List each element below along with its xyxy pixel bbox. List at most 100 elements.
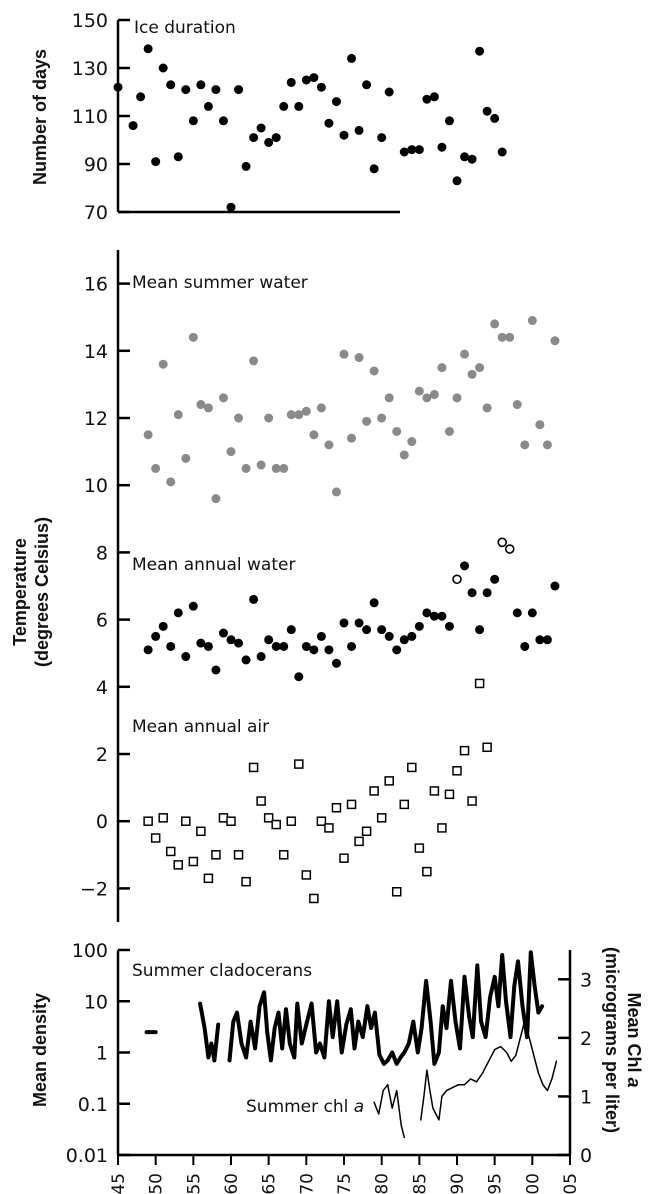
chl-series-label: Summer chl a — [246, 1097, 364, 1117]
ice-y-tick-label: 110 — [72, 106, 108, 128]
mean-annual-water-point — [362, 625, 372, 635]
mean-annual-water-point — [527, 608, 537, 618]
ice-y-tick-label: 130 — [72, 58, 108, 80]
mean-annual-air-point — [407, 762, 417, 773]
ice-duration-point — [437, 142, 447, 152]
temp-y-tick-label: 6 — [96, 610, 108, 632]
ice-duration-point — [211, 85, 221, 95]
ice-duration-point — [339, 130, 349, 140]
mean-annual-air-point — [399, 799, 410, 810]
mean-summer-water-point — [226, 447, 236, 457]
mean-annual-air-point — [226, 816, 236, 826]
mean-summer-water-point — [354, 353, 364, 363]
ice-duration-point — [362, 80, 372, 90]
ice-duration-point — [256, 123, 266, 133]
ice-duration-point — [407, 145, 417, 155]
mean-summer-water-point — [452, 393, 462, 403]
mean-annual-water-point — [324, 645, 334, 655]
mean-annual-air-point — [150, 833, 161, 843]
temp-y-tick-label: 4 — [96, 677, 108, 699]
mean-annual-water-point — [226, 635, 236, 645]
mean-annual-water-point — [203, 641, 213, 651]
mean-summer-water-point — [482, 403, 492, 413]
mean-annual-air-point — [286, 816, 297, 826]
mean-annual-air-point — [474, 678, 485, 689]
mean-annual-air-point — [331, 803, 342, 813]
mean-summer-water-point — [550, 336, 560, 346]
ice-duration-point — [377, 133, 387, 143]
ice-duration-point — [452, 176, 462, 186]
mean-annual-water-point — [143, 645, 153, 655]
mean-annual-water-point — [422, 608, 432, 618]
ice-duration-point — [218, 116, 228, 126]
mean-annual-air-point — [437, 823, 447, 833]
density-y-tick-label: 100 — [72, 940, 108, 962]
mean-annual-water-point — [535, 635, 545, 645]
mean-annual-water-point — [467, 588, 477, 598]
mean-summer-water-point — [339, 349, 349, 359]
ice-duration-point — [399, 147, 409, 157]
mean-summer-water-point — [271, 463, 281, 473]
mean-summer-water-point — [158, 359, 168, 369]
ice-y-axis-title: Number of days — [30, 49, 50, 185]
mean-annual-water-point — [279, 641, 289, 651]
mean-summer-water-point — [437, 363, 447, 373]
mean-annual-water-point — [407, 631, 417, 641]
mean-annual-air-point — [294, 759, 304, 769]
ice-duration-point — [136, 92, 146, 102]
mean-annual-water-point — [309, 645, 319, 655]
mean-annual-water-point — [166, 641, 176, 651]
ice-duration-point — [143, 44, 153, 54]
mean-annual-water-point — [347, 641, 357, 651]
mean-annual-water-point — [399, 635, 409, 645]
x-tick-label: 1970 — [297, 1173, 317, 1194]
mean-annual-air-point — [158, 813, 168, 823]
mean-summer-water-point — [309, 430, 319, 440]
mean-annual-air-point — [203, 873, 214, 884]
mean-annual-water-point — [294, 672, 304, 682]
mean-annual-air-point — [211, 850, 221, 860]
annual-water-label: Mean annual water — [132, 555, 295, 575]
ice-duration-point — [188, 116, 198, 126]
mean-summer-water-point — [256, 460, 266, 470]
ice-duration-point — [369, 164, 379, 174]
mean-summer-water-point — [475, 363, 485, 373]
chl-y-tick-label: 1 — [580, 1086, 592, 1108]
mean-summer-water-point — [188, 332, 198, 342]
mean-annual-air-point — [165, 846, 176, 857]
ice-duration-point — [316, 82, 326, 92]
temp-y-axis-title-line2: (degrees Celsius) — [32, 517, 52, 667]
x-tick-label: 1955 — [184, 1173, 204, 1194]
mean-annual-air-point — [384, 776, 394, 786]
mean-summer-water-point — [392, 426, 402, 436]
mean-annual-air-point — [256, 796, 266, 806]
mean-annual-air-point — [271, 819, 281, 830]
mean-annual-water-point — [158, 621, 168, 631]
mean-annual-water-point — [437, 611, 447, 621]
mean-annual-air-point — [181, 816, 191, 826]
mean-annual-water-point — [429, 611, 439, 621]
ice-duration-point — [203, 101, 213, 111]
mean-annual-water-point — [264, 635, 274, 645]
ice-duration-point — [151, 157, 161, 167]
mean-annual-air-point — [143, 816, 153, 826]
mean-summer-water-point — [535, 420, 545, 430]
mean-annual-water-point — [211, 665, 221, 675]
ice-duration-point — [196, 80, 206, 90]
ice-duration-point — [384, 87, 394, 97]
mean-annual-water-point — [271, 641, 281, 651]
mean-summer-water-point — [444, 426, 454, 436]
x-tick-label: 2000 — [523, 1173, 543, 1194]
mean-annual-water-point — [550, 581, 560, 591]
ice-duration-point — [331, 97, 341, 107]
mean-annual-water-point — [249, 594, 259, 604]
summer-water-label: Mean summer water — [132, 273, 308, 293]
x-tick-label: 2005 — [561, 1173, 581, 1194]
temp-y-tick-label: 14 — [84, 341, 108, 363]
x-tick-label: 1945 — [109, 1173, 129, 1194]
ice-duration-point — [422, 94, 432, 104]
mean-annual-air-point — [346, 799, 357, 810]
temp-y-tick-label: 8 — [96, 542, 108, 564]
mean-summer-water-point — [143, 430, 153, 440]
